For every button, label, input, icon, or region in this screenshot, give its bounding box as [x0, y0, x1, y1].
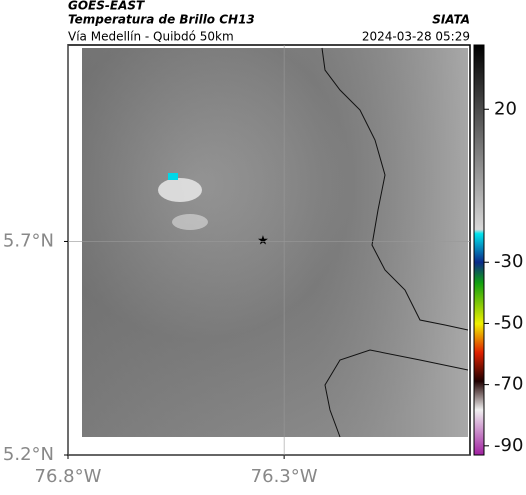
x-tick-label: 76.8°W: [35, 466, 102, 487]
colorbar-tick-label: 20: [494, 98, 517, 119]
x-tick-label: 76.3°W: [251, 466, 318, 487]
bright-cloud: [172, 214, 208, 230]
title: GOES-EAST: [68, 0, 145, 13]
subtitle: Temperatura de Brillo CH13: [68, 13, 255, 27]
location: Vía Medellín - Quibdó 50km: [68, 30, 234, 44]
colorbar-tick-label: -70: [494, 374, 523, 395]
bright-cloud: [158, 178, 202, 202]
border: [324, 349, 469, 438]
colorbar-tick-label: -30: [494, 251, 523, 272]
satellite-shade: [82, 48, 468, 437]
cold-cloud: [168, 173, 178, 180]
border: [321, 47, 469, 331]
y-tick-label: 5.2°N: [3, 444, 54, 465]
colorbar: [473, 44, 485, 456]
city-marker: ★: [257, 234, 269, 249]
colorbar-tick-label: -90: [494, 435, 523, 456]
source: SIATA: [432, 13, 470, 27]
colorbar-tick-label: -50: [494, 312, 523, 333]
y-tick-label: 5.7°N: [3, 230, 54, 251]
datetime: 2024-03-28 05:29: [362, 30, 470, 44]
